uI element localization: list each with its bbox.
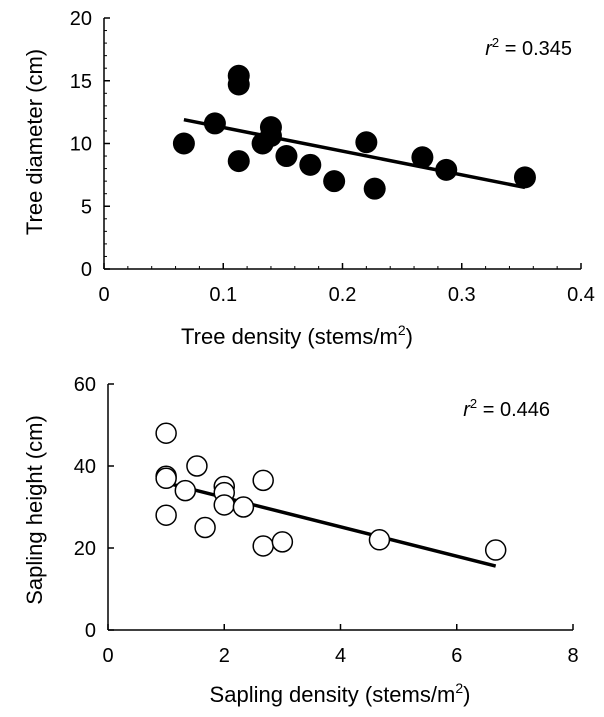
tree-chart-y-axis-title: Tree diameter (cm) bbox=[22, 49, 47, 235]
sapling-data-point bbox=[155, 504, 177, 526]
tree-data-point bbox=[299, 153, 322, 176]
tree-x-tick-label: 0.2 bbox=[329, 284, 357, 306]
sapling-data-point bbox=[484, 539, 507, 561]
sapling-data-point bbox=[155, 467, 177, 490]
sapling-y-tick-label: 40 bbox=[74, 456, 96, 478]
tree-data-point bbox=[259, 124, 282, 147]
tree-x-tick-label: 0.4 bbox=[567, 284, 595, 306]
sapling-x-tick-label: 0 bbox=[102, 645, 113, 667]
sapling-data-point bbox=[194, 516, 216, 539]
tree-data-point bbox=[355, 131, 378, 154]
tree-data-point bbox=[227, 150, 250, 173]
tree-chart-plot-area: 0 5 10 15 20 0 0.1 0.2 0.3 0.4 bbox=[70, 8, 595, 306]
sapling-data-point bbox=[174, 479, 197, 502]
sapling-data-point bbox=[271, 531, 294, 553]
sapling-x-tick-label: 4 bbox=[335, 645, 346, 667]
sapling-data-point bbox=[232, 496, 255, 518]
tree-x-tick-label: 0.1 bbox=[209, 284, 237, 306]
tree-data-point bbox=[203, 112, 226, 135]
tree-x-tick-label: 0.3 bbox=[448, 284, 476, 306]
sapling-y-tick-label: 60 bbox=[74, 374, 96, 396]
tree-data-point bbox=[513, 166, 536, 189]
sapling-data-point bbox=[186, 455, 208, 477]
tree-y-tick-label: 0 bbox=[81, 259, 92, 281]
sapling-data-point bbox=[368, 529, 391, 551]
sapling-data-point bbox=[155, 422, 177, 444]
sapling-y-tick-label: 0 bbox=[85, 620, 96, 642]
sapling-chart-r-squared: r2 = 0.446 bbox=[463, 396, 550, 421]
tree-y-tick-label: 5 bbox=[81, 196, 92, 218]
tree-diameter-chart: 0 5 10 15 20 0 0.1 0.2 0.3 0.4 Tree density (stem… bbox=[22, 8, 595, 349]
tree-y-tick-label: 10 bbox=[70, 134, 92, 156]
sapling-x-tick-label: 8 bbox=[567, 645, 578, 667]
tree-data-point bbox=[323, 170, 346, 193]
tree-data-point bbox=[275, 145, 298, 168]
sapling-y-tick-label: 20 bbox=[74, 538, 96, 560]
sapling-data-point bbox=[252, 469, 274, 492]
sapling-data-point bbox=[213, 494, 235, 516]
tree-trendline bbox=[183, 117, 526, 190]
sapling-chart-y-axis-title: Sapling height (cm) bbox=[22, 415, 47, 605]
tree-chart-x-axis-title: Tree density (stems/m2) bbox=[181, 322, 413, 349]
tree-data-point bbox=[172, 132, 195, 155]
tree-data-point bbox=[435, 158, 458, 181]
tree-data-point bbox=[227, 73, 250, 96]
tree-data-point bbox=[411, 146, 434, 169]
tree-y-tick-label: 20 bbox=[70, 8, 92, 30]
sapling-chart-plot-area: 0 20 40 60 0 2 4 6 8 bbox=[74, 374, 579, 667]
tree-chart-r-squared: r2 = 0.345 bbox=[485, 35, 572, 60]
tree-x-tick-label: 0 bbox=[98, 284, 109, 306]
sapling-x-tick-label: 2 bbox=[219, 645, 230, 667]
tree-data-point bbox=[363, 177, 386, 200]
sapling-data-point bbox=[252, 535, 274, 557]
tree-y-tick-label: 15 bbox=[70, 71, 92, 93]
sapling-x-tick-label: 6 bbox=[451, 645, 462, 667]
sapling-chart-x-axis-title: Sapling density (stems/m2) bbox=[210, 680, 471, 707]
